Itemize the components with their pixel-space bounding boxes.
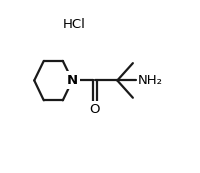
Text: HCl: HCl (63, 18, 85, 31)
Text: O: O (90, 103, 100, 116)
Text: NH₂: NH₂ (138, 74, 163, 87)
Text: N: N (67, 74, 78, 87)
